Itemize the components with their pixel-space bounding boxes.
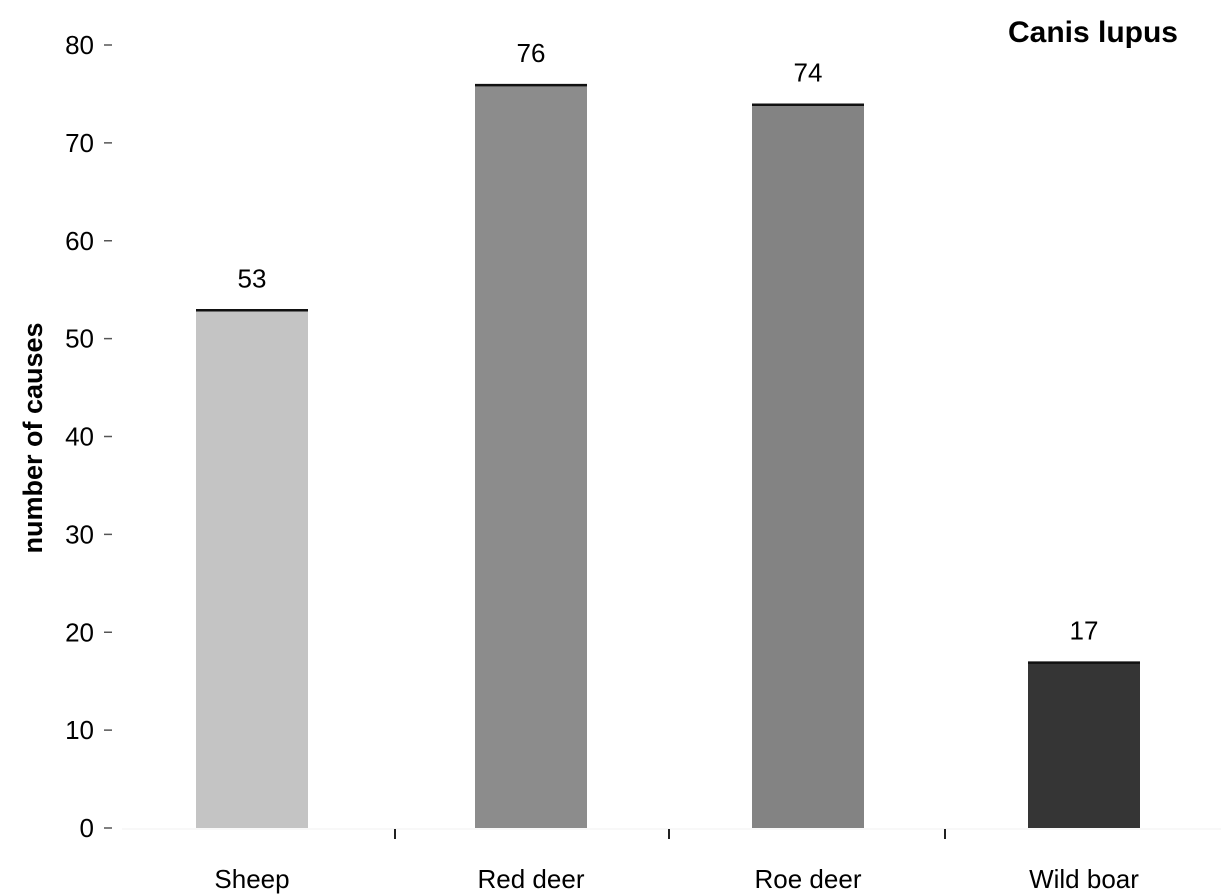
chart-title: Canis lupus	[1008, 16, 1178, 49]
y-axis-label: number of causes	[18, 322, 48, 553]
y-tick-label: 40	[65, 422, 94, 452]
bar	[196, 309, 308, 828]
y-tick-label: 70	[65, 128, 94, 158]
data-label: 76	[517, 38, 546, 68]
x-tick-label: Sheep	[214, 864, 289, 894]
x-tick-label: Roe deer	[755, 864, 862, 894]
y-tick-label: 0	[80, 813, 94, 843]
x-tick-label: Red deer	[478, 864, 585, 894]
y-tick-label: 30	[65, 519, 94, 549]
y-tick-label: 80	[65, 30, 94, 60]
y-tick-label: 50	[65, 324, 94, 354]
y-tick-label: 20	[65, 617, 94, 647]
bar	[1028, 661, 1140, 828]
bar-group	[196, 83, 1140, 829]
bar	[752, 103, 864, 829]
y-tick-label: 60	[65, 226, 94, 256]
data-label: 53	[238, 263, 267, 293]
data-label: 74	[794, 58, 823, 88]
y-axis: 0 10 20 30 40 50 60 70 80	[65, 30, 112, 843]
value-label-group: 53 76 74 17	[238, 38, 1099, 645]
bar	[475, 84, 587, 828]
y-tick-label: 10	[65, 715, 94, 745]
x-axis: Sheep Red deer Roe deer Wild boar	[122, 828, 1221, 894]
data-label: 17	[1070, 616, 1099, 646]
x-tick-label: Wild boar	[1029, 864, 1139, 894]
